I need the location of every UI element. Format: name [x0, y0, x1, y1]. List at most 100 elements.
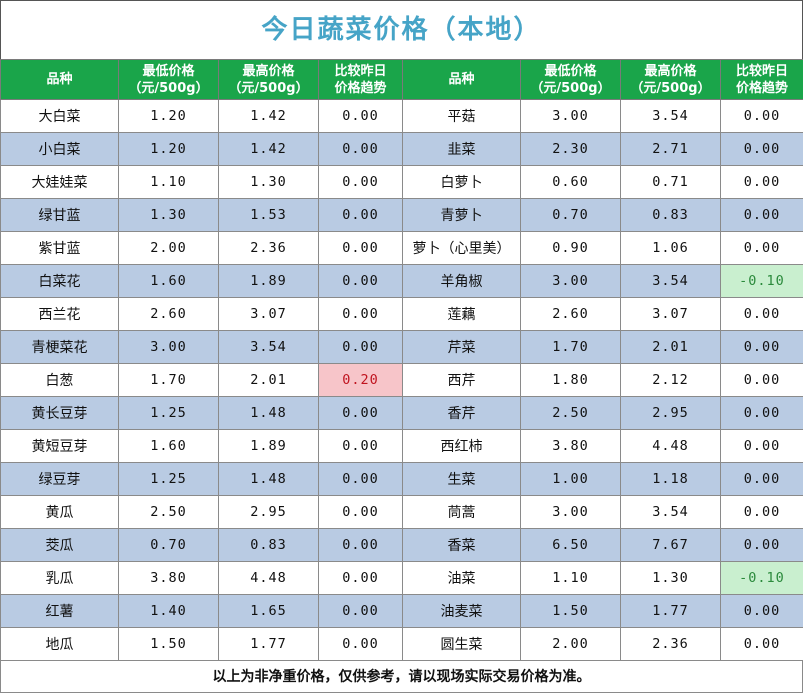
trend-change-right: 0.00	[720, 99, 803, 133]
vegetable-name-left: 大娃娃菜	[0, 165, 119, 199]
lowest-price-right: 1.00	[520, 462, 621, 496]
lowest-price-left: 0.70	[118, 528, 219, 562]
trend-change-right: 0.00	[720, 396, 803, 430]
highest-price-right: 1.77	[620, 594, 721, 628]
vegetable-name-right: 油麦菜	[402, 594, 521, 628]
vegetable-name-left: 红薯	[0, 594, 119, 628]
vegetable-name-left: 绿豆芽	[0, 462, 119, 496]
highest-price-right: 0.83	[620, 198, 721, 232]
lowest-price-left: 2.00	[118, 231, 219, 265]
table-row: 黄短豆芽 1.60 1.89 0.00 西红柿 3.80 4.48 0.00	[0, 429, 803, 463]
trend-change-left: 0.00	[318, 429, 403, 463]
lowest-price-right: 3.00	[520, 99, 621, 133]
trend-change-left: 0.20	[318, 363, 403, 397]
lowest-price-left: 1.70	[118, 363, 219, 397]
vegetable-name-right: 香芹	[402, 396, 521, 430]
header-low-line1: 最低价格	[544, 63, 597, 79]
highest-price-left: 0.83	[218, 528, 319, 562]
vegetable-name-right: 生菜	[402, 462, 521, 496]
highest-price-right: 7.67	[620, 528, 721, 562]
price-table-body: 大白菜 1.20 1.42 0.00 平菇 3.00 3.54 0.00 小白菜 1.20 1.42…	[0, 99, 803, 661]
lowest-price-right: 0.90	[520, 231, 621, 265]
vegetable-name-left: 黄瓜	[0, 495, 119, 529]
trend-change-right: 0.00	[720, 528, 803, 562]
trend-change-right: 0.00	[720, 627, 803, 661]
vegetable-name-right: 莲藕	[402, 297, 521, 331]
table-row: 地瓜 1.50 1.77 0.00 圆生菜 2.00 2.36 0.00	[0, 627, 803, 661]
highest-price-right: 2.01	[620, 330, 721, 364]
header-trend-line2: 价格趋势	[735, 80, 788, 96]
highest-price-left: 1.42	[218, 99, 319, 133]
header-high-line1: 最高价格	[644, 63, 697, 79]
vegetable-name-left: 黄长豆芽	[0, 396, 119, 430]
vegetable-name-right: 羊角椒	[402, 264, 521, 298]
trend-change-right: -0.10	[720, 561, 803, 595]
vegetable-name-right: 西芹	[402, 363, 521, 397]
table-row: 小白菜 1.20 1.42 0.00 韭菜 2.30 2.71 0.00	[0, 132, 803, 166]
header-name-left: 品种	[0, 59, 119, 100]
table-row: 绿豆芽 1.25 1.48 0.00 生菜 1.00 1.18 0.00	[0, 462, 803, 496]
header-name-right: 品种	[402, 59, 521, 100]
table-row: 白菜花 1.60 1.89 0.00 羊角椒 3.00 3.54 -0.10	[0, 264, 803, 298]
header-high-left: 最高价格 （元/500g）	[218, 59, 319, 100]
lowest-price-left: 1.10	[118, 165, 219, 199]
highest-price-right: 4.48	[620, 429, 721, 463]
lowest-price-left: 3.80	[118, 561, 219, 595]
table-row: 绿甘蓝 1.30 1.53 0.00 青萝卜 0.70 0.83 0.00	[0, 198, 803, 232]
trend-change-left: 0.00	[318, 264, 403, 298]
header-low-line1: 最低价格	[142, 63, 195, 79]
trend-change-right: 0.00	[720, 132, 803, 166]
highest-price-left: 1.89	[218, 429, 319, 463]
vegetable-name-left: 青梗菜花	[0, 330, 119, 364]
header-high-line2: （元/500g）	[630, 80, 711, 96]
trend-change-left: 0.00	[318, 297, 403, 331]
highest-price-right: 3.54	[620, 264, 721, 298]
header-high-line1: 最高价格	[242, 63, 295, 79]
lowest-price-right: 1.50	[520, 594, 621, 628]
lowest-price-left: 1.25	[118, 462, 219, 496]
table-row: 白葱 1.70 2.01 0.20 西芹 1.80 2.12 0.00	[0, 363, 803, 397]
highest-price-left: 1.89	[218, 264, 319, 298]
header-trend-line1: 比较昨日	[735, 63, 788, 79]
highest-price-right: 2.12	[620, 363, 721, 397]
vegetable-name-left: 西兰花	[0, 297, 119, 331]
highest-price-left: 1.53	[218, 198, 319, 232]
header-high-line2: （元/500g）	[228, 80, 309, 96]
header-low-line2: （元/500g）	[128, 80, 209, 96]
vegetable-name-right: 白萝卜	[402, 165, 521, 199]
trend-change-left: 0.00	[318, 198, 403, 232]
trend-change-left: 0.00	[318, 594, 403, 628]
highest-price-right: 1.18	[620, 462, 721, 496]
vegetable-name-right: 韭菜	[402, 132, 521, 166]
trend-change-right: 0.00	[720, 330, 803, 364]
vegetable-name-right: 平菇	[402, 99, 521, 133]
trend-change-left: 0.00	[318, 330, 403, 364]
vegetable-name-left: 乳瓜	[0, 561, 119, 595]
table-row: 西兰花 2.60 3.07 0.00 莲藕 2.60 3.07 0.00	[0, 297, 803, 331]
lowest-price-left: 3.00	[118, 330, 219, 364]
header-low-line2: （元/500g）	[530, 80, 611, 96]
trend-change-right: 0.00	[720, 231, 803, 265]
trend-change-left: 0.00	[318, 561, 403, 595]
header-trend-line1: 比较昨日	[334, 63, 387, 79]
lowest-price-right: 0.60	[520, 165, 621, 199]
vegetable-name-left: 紫甘蓝	[0, 231, 119, 265]
header-trend-left: 比较昨日 价格趋势	[318, 59, 403, 100]
lowest-price-left: 1.20	[118, 99, 219, 133]
table-row: 茭瓜 0.70 0.83 0.00 香菜 6.50 7.67 0.00	[0, 528, 803, 562]
lowest-price-left: 1.50	[118, 627, 219, 661]
highest-price-left: 1.65	[218, 594, 319, 628]
vegetable-name-left: 黄短豆芽	[0, 429, 119, 463]
highest-price-left: 1.48	[218, 462, 319, 496]
trend-change-left: 0.00	[318, 627, 403, 661]
lowest-price-left: 2.50	[118, 495, 219, 529]
lowest-price-right: 3.00	[520, 264, 621, 298]
lowest-price-right: 3.00	[520, 495, 621, 529]
trend-change-right: 0.00	[720, 165, 803, 199]
trend-change-left: 0.00	[318, 231, 403, 265]
trend-change-left: 0.00	[318, 495, 403, 529]
header-row: 品种 最低价格 （元/500g） 最高价格 （元/500g） 比较昨日 价格趋势 品种…	[0, 59, 803, 100]
lowest-price-right: 2.30	[520, 132, 621, 166]
lowest-price-right: 2.50	[520, 396, 621, 430]
highest-price-right: 2.95	[620, 396, 721, 430]
